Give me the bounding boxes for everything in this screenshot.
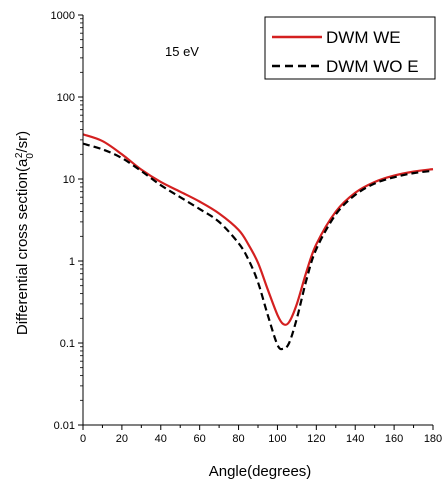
y-tick-label: 100 (57, 92, 75, 104)
legend-label-dwm-we: DWM WE (326, 28, 401, 47)
x-tick-label: 180 (424, 433, 442, 445)
x-tick-label: 0 (80, 433, 86, 445)
legend: DWM WE DWM WO E (264, 16, 436, 80)
series-line-dwm-we (82, 133, 434, 326)
legend-box (264, 16, 436, 80)
x-tick-label: 160 (385, 433, 403, 445)
y-axis-title-sub: 0 (25, 153, 36, 159)
y-axis-title: Differential cross section(a02/sr) (14, 131, 36, 335)
y-tick-label: 10 (63, 174, 75, 186)
axes-layer: 0 20 40 60 80 100 120 140 160 180 0.01 0.1 1 10 100 100… (51, 10, 443, 445)
x-tick-label: 60 (194, 433, 206, 445)
y-tick-label: 0.1 (60, 338, 75, 350)
x-tick-label: 100 (268, 433, 286, 445)
energy-annotation: 15 eV (165, 44, 199, 59)
series-layer (82, 133, 434, 351)
y-tick-label: 1 (69, 256, 75, 268)
legend-label-dwm-wo-e: DWM WO E (326, 57, 419, 76)
x-axis-title: Angle(degrees) (209, 463, 312, 480)
x-tick-label: 20 (116, 433, 128, 445)
x-tick-label: 40 (155, 433, 167, 445)
x-tick-label: 80 (232, 433, 244, 445)
y-axis-title-sup: 2 (14, 152, 25, 158)
y-axis-title-base: Differential cross section(a (14, 158, 31, 335)
y-tick-label: 1000 (51, 10, 75, 22)
y-axis-title-tail: /sr) (14, 131, 31, 153)
x-tick-label: 120 (307, 433, 325, 445)
y-tick-label: 0.01 (54, 420, 75, 432)
x-tick-label: 140 (346, 433, 364, 445)
